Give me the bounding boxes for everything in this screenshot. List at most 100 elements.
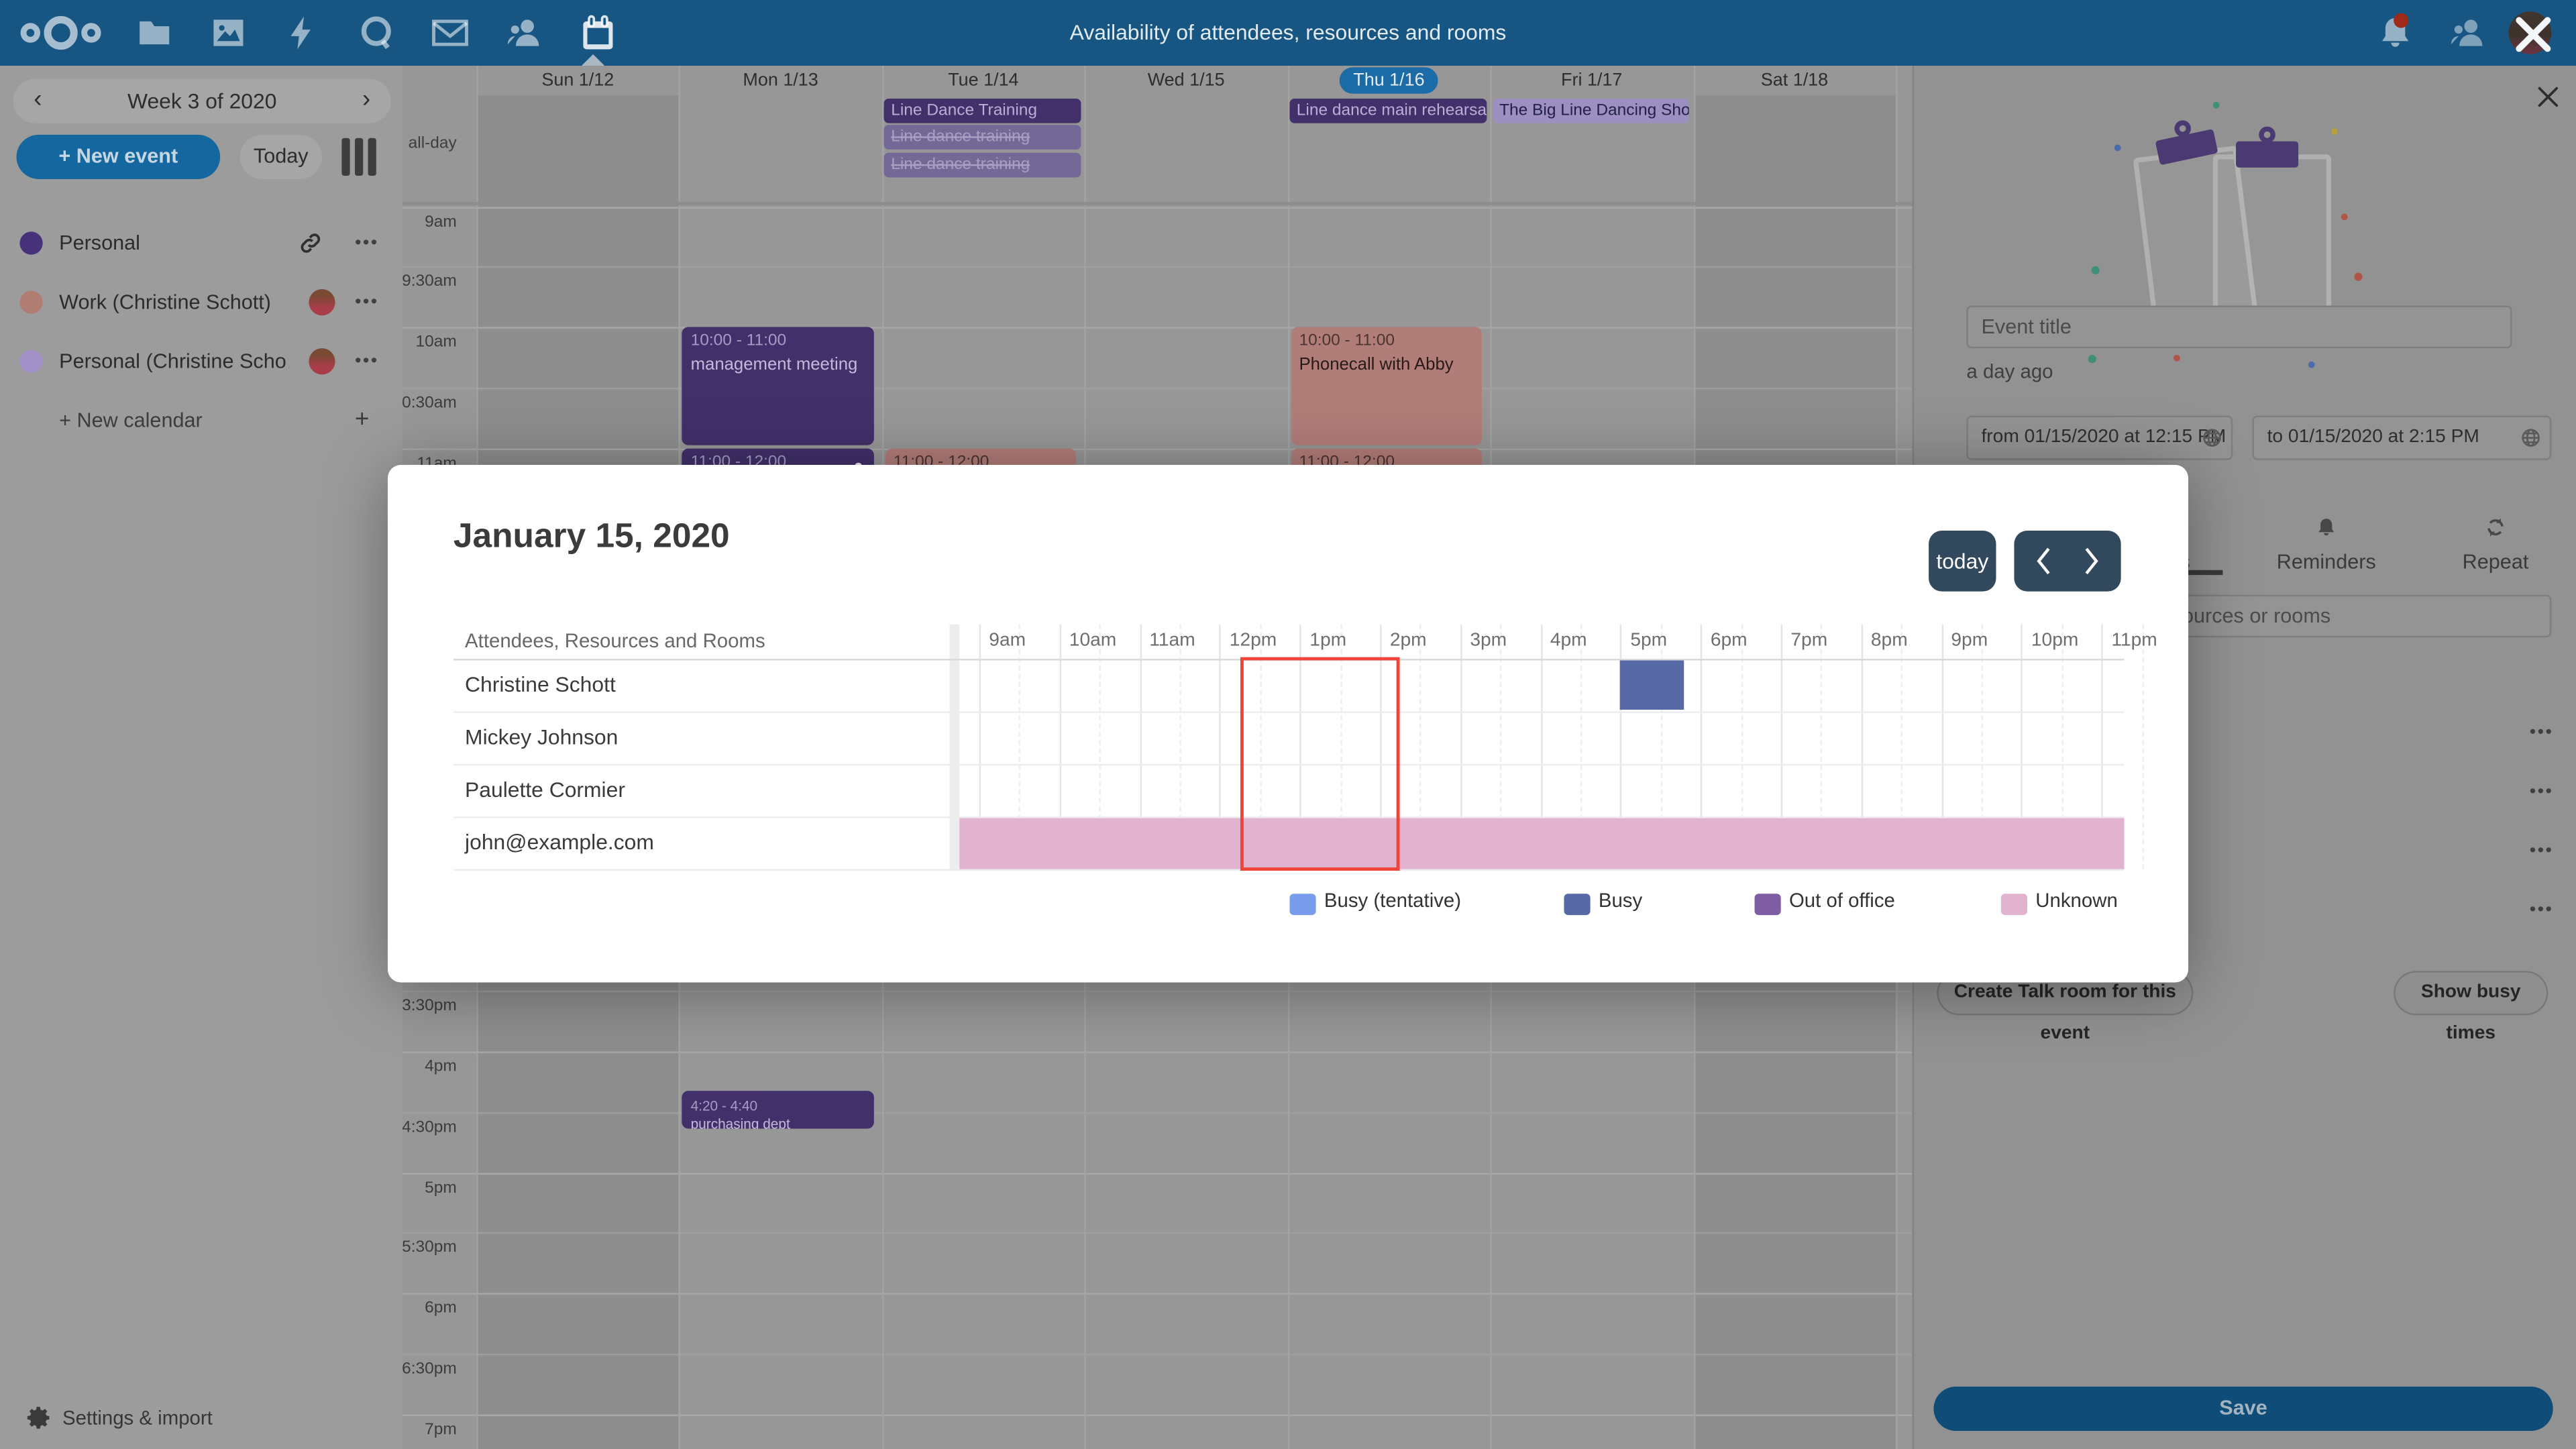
modal-hour-label: 7pm	[1790, 631, 1828, 651]
talk-icon[interactable]	[356, 13, 396, 53]
new-calendar-button[interactable]: + New calendar	[59, 409, 203, 433]
calendar-color-dot	[19, 350, 43, 373]
previous-week-chevron-icon[interactable]: ‹	[34, 85, 42, 113]
day-header-thu[interactable]: Thu 1/16	[1340, 67, 1438, 95]
tab-repeat[interactable]: Repeat	[2430, 516, 2561, 574]
end-datetime-field[interactable]: to 01/15/2020 at 2:15 PM	[2252, 415, 2552, 460]
next-week-chevron-icon[interactable]: ›	[362, 85, 371, 113]
legend-swatch	[1289, 894, 1316, 916]
calendar-app-icon[interactable]	[578, 13, 618, 53]
modal-hour-line	[2021, 624, 2023, 869]
allday-event[interactable]: The Big Line Dancing Show	[1493, 98, 1689, 123]
time-axis-label: 4:30pm	[402, 1118, 457, 1137]
modal-halfhour-line	[1580, 624, 1582, 869]
attendee-menu-button[interactable]: •••	[2529, 841, 2554, 861]
allday-event[interactable]: Line dance main rehearsal	[1289, 98, 1487, 123]
legend-label: Unknown	[2035, 888, 2118, 912]
time-axis-label: 10am	[415, 333, 457, 352]
show-busy-times-button[interactable]: Show busy times	[2394, 971, 2548, 1043]
day-header-sun[interactable]: Sun 1/12	[541, 70, 614, 91]
modal-today-button[interactable]: today	[1929, 531, 1996, 592]
day-header-fri[interactable]: Fri 1/17	[1561, 70, 1623, 91]
start-datetime-field[interactable]: from 01/15/2020 at 12:15 PM	[1966, 415, 2233, 460]
legend-label: Out of office	[1788, 888, 1895, 912]
row-separator	[453, 763, 2125, 766]
modal-halfhour-line	[2061, 624, 2063, 869]
calendar-menu-button[interactable]: •••	[354, 292, 379, 313]
share-link-icon[interactable]	[299, 231, 322, 254]
reminders-bell-icon	[2318, 519, 2334, 536]
contacts-menu-icon[interactable]	[2448, 13, 2487, 53]
left-sidebar: ‹ Week 3 of 2020 › + New event Today Per…	[0, 65, 403, 1449]
grid-hour-line	[402, 206, 1913, 208]
calendar-item-personal-christine[interactable]: Personal (Christine Scho… •••	[0, 341, 402, 381]
modal-date-title: January 15, 2020	[453, 517, 730, 555]
files-icon[interactable]	[135, 13, 174, 53]
allday-event[interactable]: Line dance training	[884, 125, 1081, 150]
modal-halfhour-line	[1500, 624, 1502, 869]
modal-nav-buttons[interactable]	[2014, 531, 2121, 592]
end-datetime-value: to 01/15/2020 at 2:15 PM	[2267, 427, 2479, 447]
photos-icon[interactable]	[209, 13, 248, 53]
time-axis-label: 9am	[425, 213, 457, 231]
settings-label: Settings & import	[62, 1406, 213, 1430]
nextcloud-logo-icon[interactable]	[19, 13, 101, 53]
day-header-sat[interactable]: Sat 1/18	[1760, 70, 1829, 91]
calendar-menu-button[interactable]: •••	[354, 352, 379, 372]
activity-icon[interactable]	[282, 13, 322, 53]
calendar-item-personal[interactable]: Personal •••	[0, 223, 402, 263]
mail-icon[interactable]	[431, 13, 470, 53]
time-axis-label: 3:30pm	[402, 998, 457, 1016]
modal-halfhour-line	[1099, 624, 1102, 869]
table-header-label: Attendees, Resources and Rooms	[465, 629, 765, 653]
modal-hour-line	[1861, 624, 1863, 869]
modal-close-icon[interactable]	[2512, 13, 2555, 56]
new-event-button[interactable]: + New event	[16, 134, 221, 179]
allday-event[interactable]: Line dance training	[884, 152, 1081, 177]
day-header-tue[interactable]: Tue 1/14	[948, 70, 1019, 91]
legend-swatch	[1754, 894, 1781, 916]
modal-hour-label: 9am	[989, 631, 1026, 651]
topbar: Availability of attendees, resources and…	[0, 0, 2576, 66]
plus-icon[interactable]: +	[354, 405, 370, 434]
calendar-event[interactable]: 10:00 - 11:00 management meeting	[682, 327, 874, 445]
save-button[interactable]: Save	[1933, 1386, 2553, 1432]
modal-halfhour-line	[1740, 624, 1743, 869]
availability-modal: January 15, 2020 today Attendees, Resour…	[387, 465, 2189, 983]
calendar-menu-button[interactable]: •••	[354, 233, 379, 254]
modal-hour-line	[1139, 624, 1142, 869]
modal-hour-label: 11pm	[2111, 631, 2157, 651]
allday-event[interactable]: Line Dance Training	[884, 98, 1081, 123]
modal-hour-line	[1701, 624, 1703, 869]
attendee-menu-button[interactable]: •••	[2529, 782, 2554, 802]
column-resize-gutter[interactable]	[949, 624, 960, 869]
grid-hour-line	[402, 1293, 1913, 1295]
page-title: Availability of attendees, resources and…	[1069, 19, 1507, 45]
legend-label: Busy	[1598, 888, 1643, 912]
attendee-menu-button[interactable]: •••	[2529, 900, 2554, 920]
tab-reminders[interactable]: Reminders	[2261, 516, 2392, 574]
modal-halfhour-line	[1660, 624, 1662, 869]
row-separator	[453, 711, 2125, 713]
availability-table: Attendees, Resources and Rooms 9am 10am 11…	[453, 624, 2157, 916]
modal-halfhour-line	[1981, 624, 1983, 869]
calendar-event[interactable]: 10:00 - 11:00 Phonecall with Abby	[1291, 327, 1483, 445]
week-label[interactable]: Week 3 of 2020	[127, 89, 277, 113]
day-header-wed[interactable]: Wed 1/15	[1147, 70, 1225, 91]
time-axis-label: 5:30pm	[402, 1239, 457, 1258]
calendar-item-work[interactable]: Work (Christine Schott) •••	[0, 282, 402, 322]
time-axis-label: 4pm	[425, 1058, 457, 1077]
allday-label: all-day	[408, 134, 457, 153]
modal-halfhour-line	[1179, 624, 1181, 869]
attendee-menu-button[interactable]: •••	[2529, 722, 2554, 743]
today-button[interactable]: Today	[239, 134, 323, 179]
view-toggle-button[interactable]	[341, 138, 388, 176]
last-modified-label: a day ago	[1966, 360, 2053, 383]
modal-hour-line	[1540, 624, 1542, 869]
editor-close-icon[interactable]	[2533, 82, 2563, 111]
event-title-input[interactable]	[1966, 305, 2512, 349]
day-header-mon[interactable]: Mon 1/13	[743, 70, 818, 91]
calendar-event[interactable]: 4:20 - 4:40 purchasing dept	[682, 1091, 874, 1129]
contacts-icon[interactable]	[504, 13, 544, 53]
modal-halfhour-line	[1900, 624, 1903, 869]
